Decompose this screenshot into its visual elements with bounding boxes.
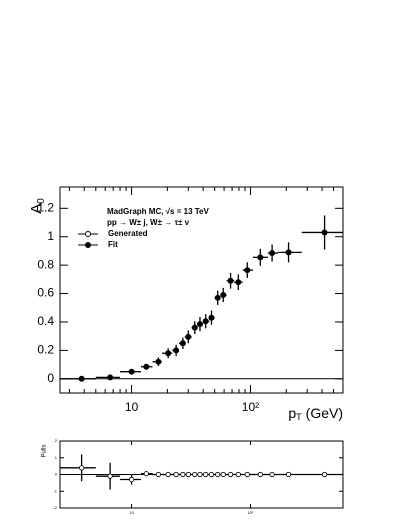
y-tick-label: 0.2: [37, 343, 54, 357]
y-axis-label-main: A: [28, 204, 45, 214]
data-point: [227, 277, 234, 284]
data-point: [321, 471, 328, 478]
data-point: [269, 471, 275, 478]
y-tick-label: 2: [55, 438, 58, 443]
data-point: [235, 279, 242, 286]
data-point: [285, 249, 292, 256]
x-axis-label-main: p: [288, 405, 296, 421]
data-point: [179, 340, 186, 347]
data-point: [192, 471, 198, 478]
y-tick-label: -1: [53, 488, 57, 493]
legend-marker: [85, 242, 91, 248]
legend-label: Generated: [108, 229, 148, 238]
data-point: [257, 471, 263, 478]
data-point: [235, 471, 241, 478]
data-point: [128, 368, 135, 375]
data-point: [180, 471, 186, 478]
data-point: [78, 375, 85, 382]
y-tick-label: 1: [47, 229, 54, 243]
x-tick-label: 10: [125, 400, 139, 414]
legend-marker: [85, 231, 91, 237]
y-tick-label: 0: [47, 371, 54, 385]
data-point: [185, 333, 192, 340]
data-point: [196, 321, 203, 328]
data-point: [220, 291, 227, 298]
data-point: [79, 465, 85, 471]
data-point: [143, 471, 149, 477]
annotation: pp → W± j, W± → τ± ν: [107, 218, 190, 227]
data-point: [208, 471, 215, 478]
data-point: [269, 250, 276, 257]
data-point: [155, 358, 162, 365]
data-point: [173, 347, 180, 354]
y-axis-label: A0: [28, 198, 47, 214]
data-point: [257, 254, 264, 261]
x-axis-label: pT (GeV): [288, 405, 343, 423]
y-axis-label-sub: 0: [36, 198, 47, 204]
data-point: [155, 471, 161, 478]
data-point: [214, 294, 221, 301]
data-point: [202, 318, 209, 325]
annotation: MadGraph MC, √s = 13 TeV: [107, 207, 209, 216]
y-tick-label: 0.8: [37, 257, 54, 271]
data-point: [165, 350, 172, 357]
y-tick-label: 1.2: [37, 200, 54, 214]
y-tick-label: 0.4: [37, 314, 54, 328]
data-point: [285, 471, 292, 478]
data-point: [185, 471, 191, 478]
data-point: [215, 471, 221, 478]
plot-frame: [59, 186, 344, 394]
x-axis-label-unit: (GeV): [306, 405, 343, 421]
legend-label: Fit: [108, 240, 118, 249]
data-point: [321, 229, 328, 236]
data-point: [107, 374, 114, 381]
y-tick-label: 0.6: [37, 286, 54, 300]
y-tick-label: 1: [55, 455, 58, 460]
x-tick-label: 10: [129, 510, 134, 515]
data-point: [227, 471, 234, 478]
x-axis-label-sub: T: [296, 412, 302, 422]
x-tick-label: 10²: [248, 510, 254, 515]
data-point: [208, 314, 215, 321]
y-tick-label: 0: [55, 472, 58, 477]
data-point: [191, 324, 198, 331]
y-tick-label: -2: [53, 505, 57, 510]
data-point: [143, 363, 150, 370]
y-axis-label: Pulls: [42, 444, 48, 457]
data-point: [244, 267, 251, 274]
x-tick-label: 10²: [242, 400, 259, 414]
data-point: [173, 471, 179, 478]
data-point: [165, 471, 171, 478]
data-point: [220, 471, 226, 478]
data-point: [203, 471, 209, 478]
data-point: [197, 471, 203, 478]
data-point: [128, 476, 135, 483]
data-point: [107, 473, 113, 479]
data-point: [244, 471, 250, 478]
